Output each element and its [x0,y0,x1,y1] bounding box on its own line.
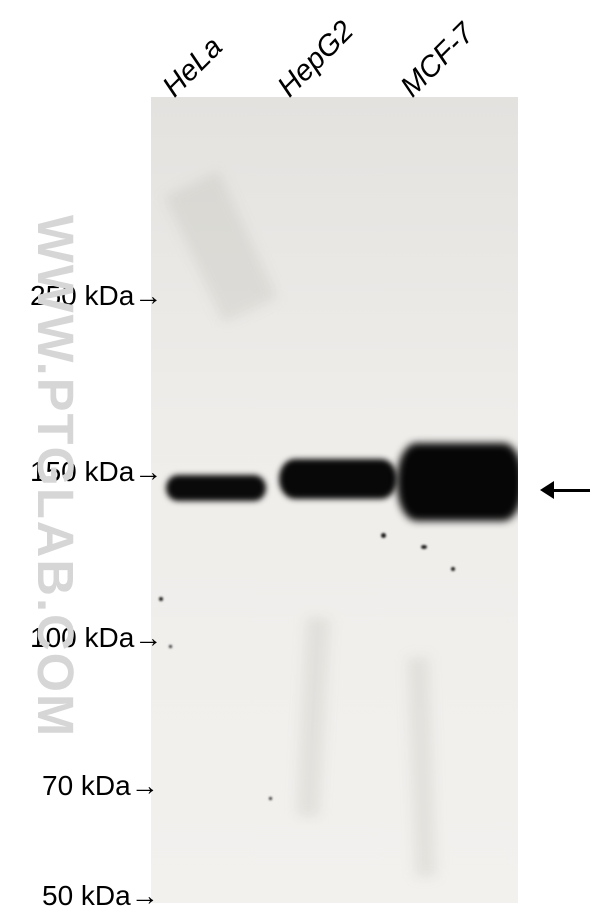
lane-label-hepg2: HepG2 [271,14,361,104]
mw-label-100: 100 kDa→ [30,622,150,654]
band-mcf7 [397,443,518,521]
speckle [159,597,163,601]
band-arrow [540,481,590,499]
speckle [421,545,427,549]
mw-label-70: 70 kDa→ [42,770,150,802]
speckle [451,567,455,571]
smear [407,657,437,878]
band-hela [166,475,266,501]
speckle [381,533,386,538]
arrow-line [554,489,590,492]
lane-label-hela: HeLa [156,30,230,104]
blot-membrane [151,97,518,903]
speckle [169,645,172,648]
lane-label-mcf7: MCF-7 [394,17,481,104]
band-hepg2 [279,459,397,499]
speckle [269,797,272,800]
mw-label-150: 150 kDa→ [30,456,150,488]
arrow-head-icon [540,481,554,499]
mw-label-250: 250 kDa→ [30,280,150,312]
mw-label-50: 50 kDa→ [42,880,150,912]
smear [164,171,278,323]
smear [296,617,330,818]
